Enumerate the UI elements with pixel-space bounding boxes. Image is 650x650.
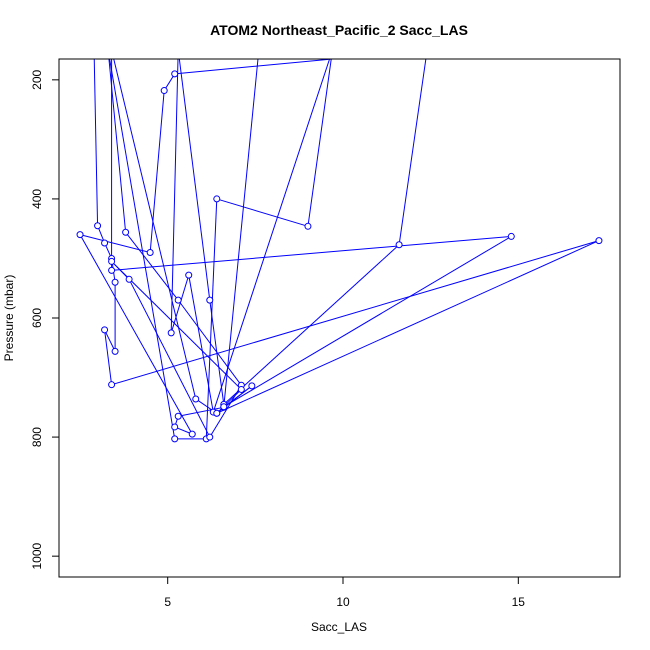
data-point (248, 382, 256, 390)
series-line-segment (109, 59, 176, 439)
data-point (185, 271, 193, 279)
x-axis-label: Sacc_LAS (311, 620, 367, 634)
series-group (76, 59, 603, 443)
y-axis-label: Pressure (mbar) (2, 275, 16, 362)
series-line-segment (178, 406, 224, 417)
data-point (220, 403, 228, 411)
series-line-segment (149, 90, 165, 253)
data-point (213, 409, 221, 417)
data-point (101, 326, 109, 334)
series-line-segment (79, 234, 193, 435)
series-line-segment (307, 59, 332, 227)
series-line-segment (212, 59, 331, 413)
data-point (395, 241, 403, 249)
data-point (171, 70, 179, 78)
data-point (160, 87, 168, 95)
data-point (108, 266, 116, 274)
data-point (167, 329, 175, 337)
data-point (111, 278, 119, 286)
data-point (94, 222, 102, 230)
data-point (595, 237, 603, 245)
series-line-segment (223, 244, 400, 405)
series-line-segment (104, 329, 113, 385)
data-point (108, 257, 116, 265)
series-line-segment (104, 329, 116, 352)
data-point (146, 249, 154, 257)
series-line-segment (223, 59, 259, 407)
data-point (192, 395, 200, 403)
y-axis: 200 400 600 800 1000 (30, 70, 59, 570)
data-point (237, 385, 245, 393)
data-point (304, 222, 312, 230)
y-tick-label: 600 (30, 308, 44, 328)
series-line-segment (170, 59, 179, 333)
series-line-segment (178, 59, 211, 301)
series-line-segment (205, 198, 218, 439)
y-tick-label: 800 (30, 427, 44, 447)
x-tick-label: 5 (164, 595, 171, 609)
series-line-segment (111, 240, 600, 386)
data-point (188, 430, 196, 438)
series-line-segment (188, 275, 214, 413)
data-point (174, 296, 182, 304)
series-line-segment (113, 59, 197, 400)
data-point (171, 423, 179, 431)
y-tick-label: 400 (30, 189, 44, 209)
data-point (76, 231, 84, 239)
series-line-segment (216, 389, 242, 414)
series-line-segment (108, 59, 127, 233)
data-point (171, 435, 179, 443)
series-line-segment (177, 299, 242, 386)
data-point (206, 433, 214, 441)
series-line-segment (128, 279, 211, 438)
series-line-segment (174, 59, 338, 75)
x-tick-label: 10 (336, 595, 350, 609)
series-line-segment (216, 240, 600, 414)
series-line-segment (93, 59, 99, 226)
data-point (111, 347, 119, 355)
series-line-segment (111, 235, 512, 271)
data-point (507, 232, 515, 240)
data-point (206, 296, 214, 304)
plot-frame (58, 58, 621, 578)
series-line-segment (216, 198, 309, 227)
x-tick-label: 15 (512, 595, 526, 609)
series-layer (76, 59, 603, 443)
y-tick-label: 1000 (30, 542, 44, 569)
data-point (213, 195, 221, 203)
x-axis: 5 10 15 (164, 577, 525, 609)
chart-title: ATOM2 Northeast_Pacific_2 Sacc_LAS (210, 22, 468, 38)
data-point (125, 275, 133, 283)
series-line-segment (398, 59, 427, 245)
data-point (108, 381, 116, 389)
data-point (101, 239, 109, 247)
data-point (174, 412, 182, 420)
data-point (122, 228, 130, 236)
y-tick-label: 200 (30, 70, 44, 90)
series-line-segment (223, 235, 512, 408)
series-line-segment (111, 261, 242, 390)
